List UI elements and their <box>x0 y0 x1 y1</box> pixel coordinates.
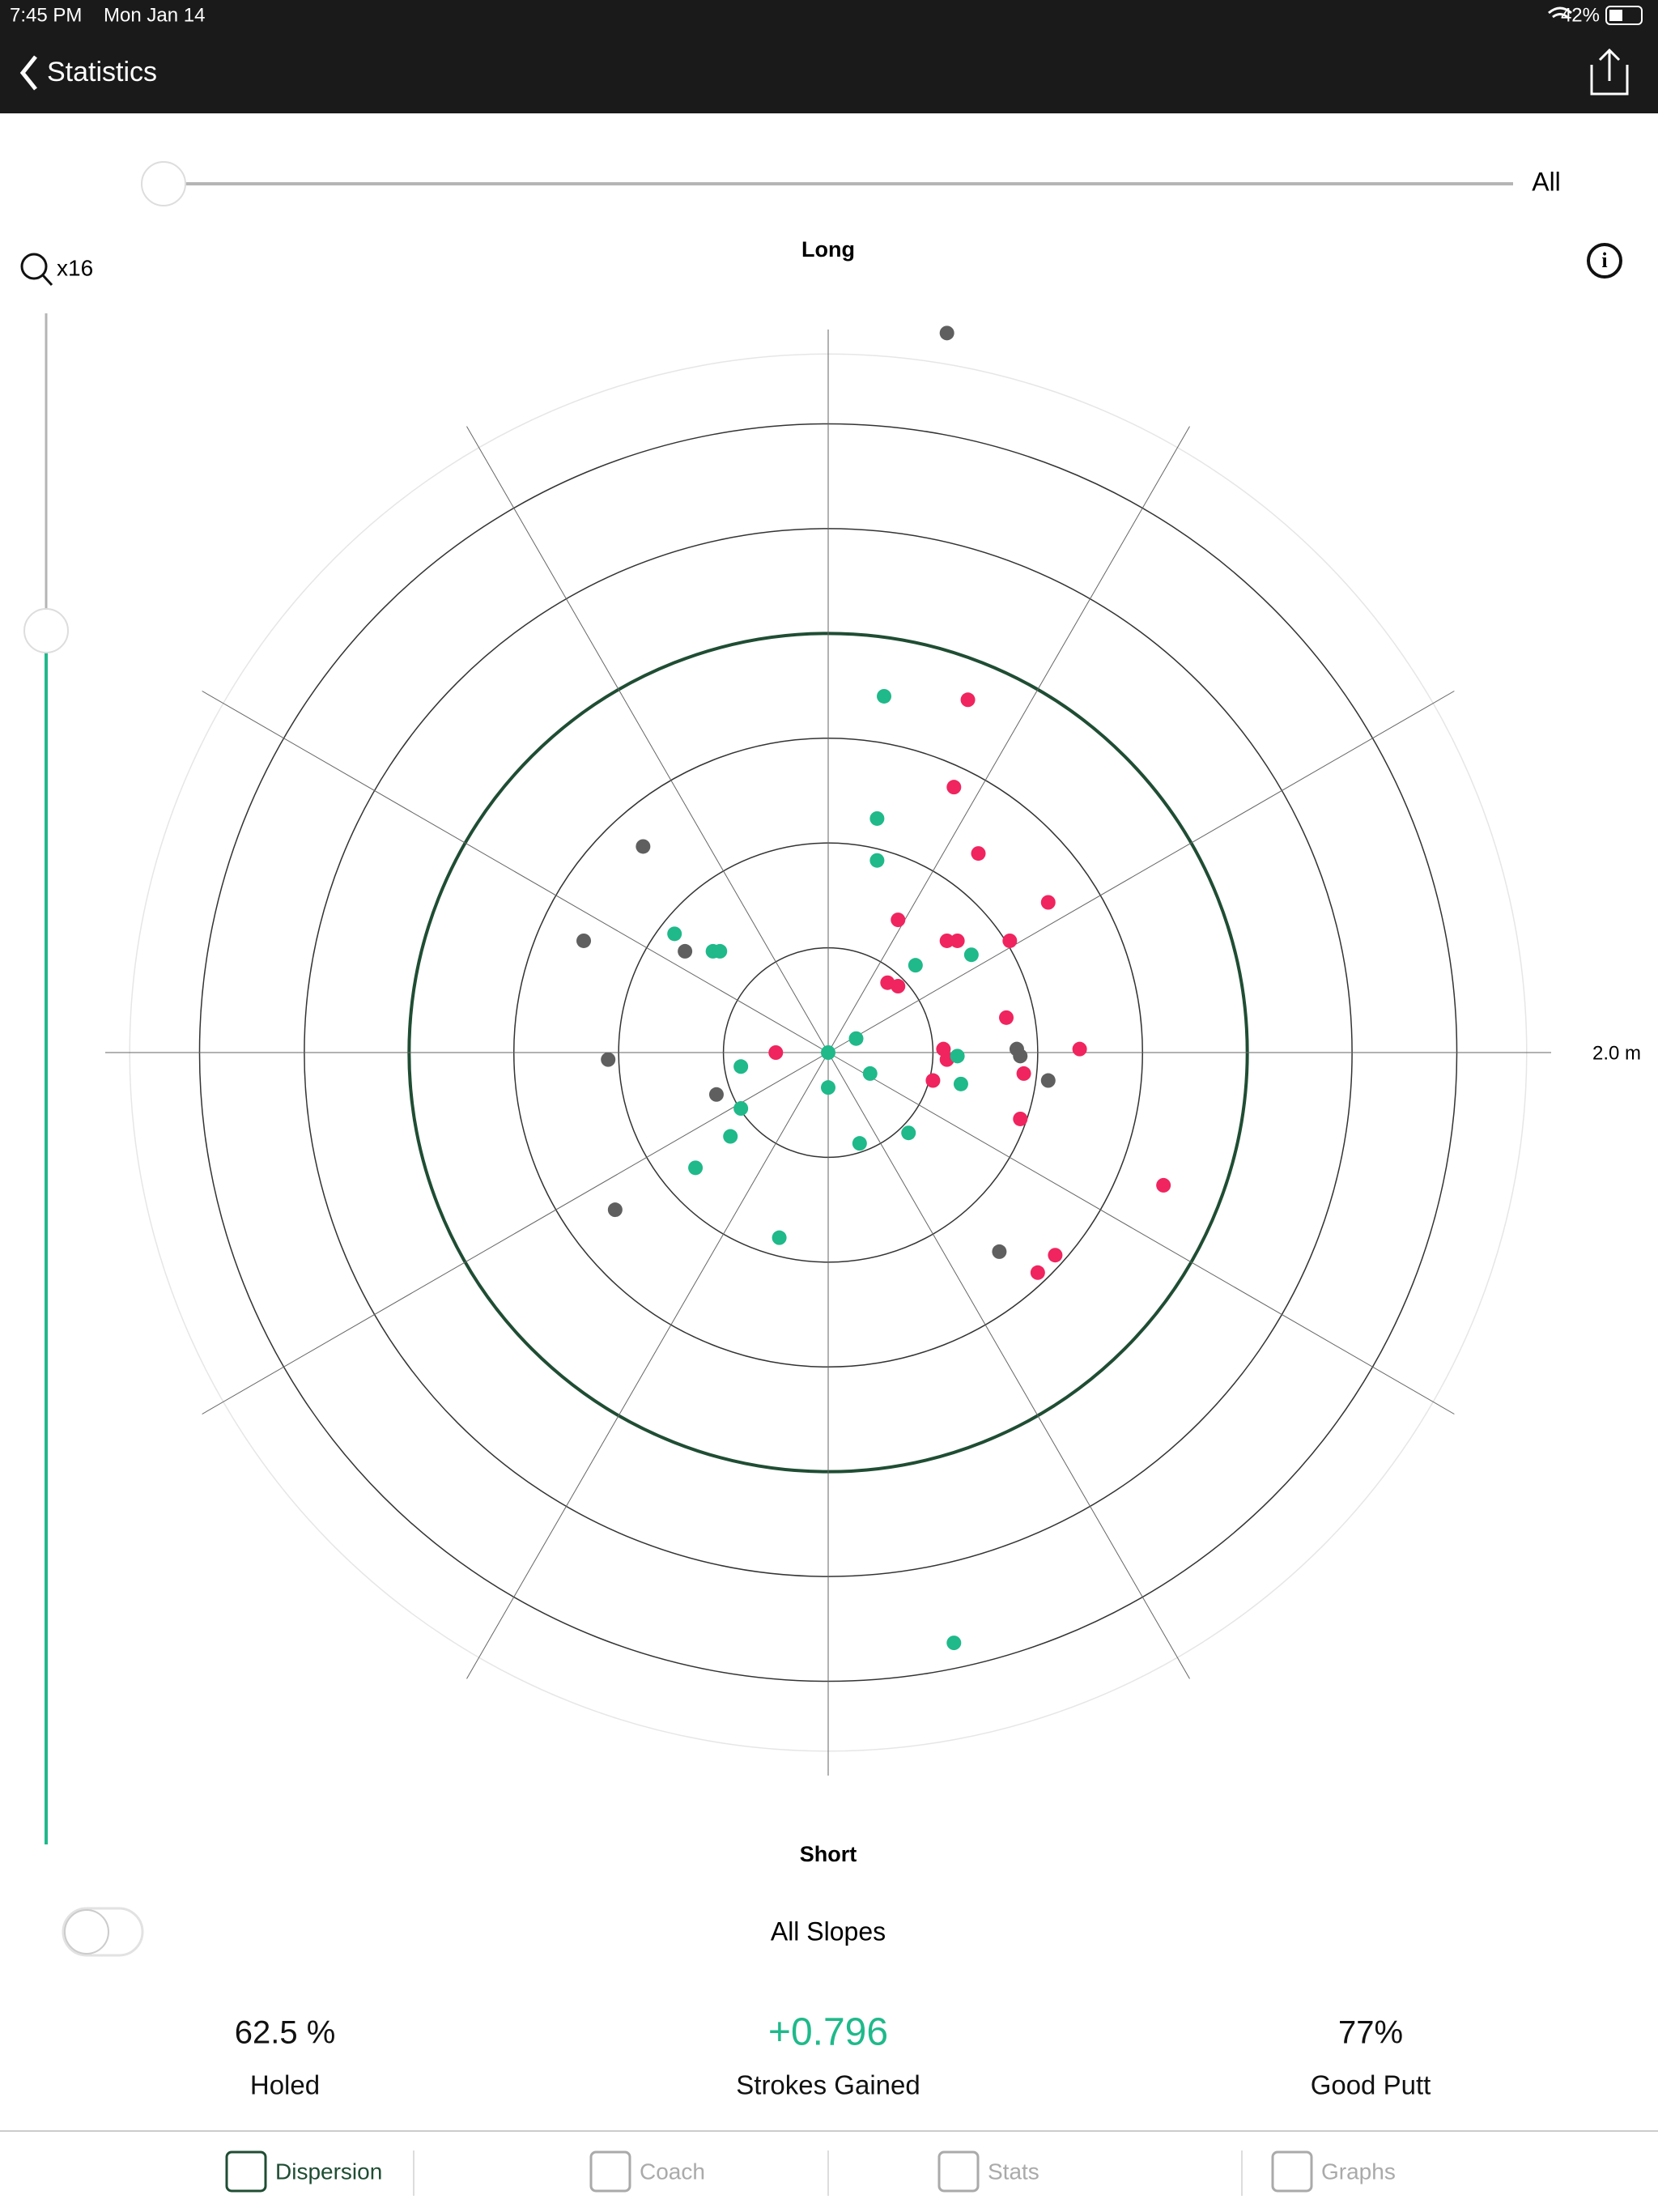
putt-point <box>960 692 976 708</box>
filter-label: All <box>1532 167 1561 196</box>
putt-point <box>891 912 906 928</box>
putt-point <box>601 1052 616 1067</box>
putt-point <box>992 1244 1007 1259</box>
putt-point <box>607 1202 623 1218</box>
putt-point <box>908 958 923 973</box>
zoom-icon-handle <box>41 274 53 287</box>
info-glyph: i <box>1601 249 1607 272</box>
tab[interactable]: Dispersion <box>275 2159 382 2184</box>
putt-point <box>925 1073 941 1088</box>
putt-point <box>576 933 592 948</box>
putt-point <box>869 810 885 826</box>
short-label: Short <box>800 1842 857 1866</box>
spoke <box>466 426 829 1053</box>
putt-point <box>678 943 693 959</box>
putt-point <box>733 1101 749 1117</box>
putt-point <box>946 1636 962 1651</box>
putt-point <box>688 1160 704 1176</box>
stat-value: +0.796 <box>768 2011 888 2054</box>
tab-icon[interactable] <box>937 2150 980 2193</box>
putt-point <box>869 853 885 868</box>
back-icon[interactable] <box>19 55 37 91</box>
putt-point <box>821 1045 835 1060</box>
putt-point <box>848 1031 864 1046</box>
battery-level <box>1609 10 1622 21</box>
tab-icon[interactable] <box>1271 2150 1313 2193</box>
zoom-icon <box>20 253 48 280</box>
zoom-knob[interactable] <box>23 608 69 653</box>
spoke <box>827 1052 1455 1414</box>
wifi-icon <box>1548 6 1572 19</box>
nav-bar <box>0 0 1658 113</box>
putt-point <box>1040 895 1056 910</box>
putt-point <box>1002 933 1018 948</box>
putt-point <box>1048 1248 1063 1263</box>
spoke <box>827 426 1190 1053</box>
putt-point <box>971 846 986 861</box>
putt-point <box>939 325 954 341</box>
putt-point <box>877 688 892 704</box>
spoke <box>827 1052 1190 1679</box>
putt-point <box>821 1080 835 1095</box>
spoke <box>202 691 829 1053</box>
putt-point <box>939 933 954 948</box>
spoke <box>466 1052 829 1679</box>
tab[interactable]: Graphs <box>1321 2159 1396 2184</box>
putt-point <box>963 947 979 963</box>
range-label: 2.0 m <box>1592 1042 1641 1064</box>
stat-label: Good Putt <box>1311 2070 1431 2100</box>
putt-point <box>862 1066 878 1081</box>
zoom-label: x16 <box>57 255 93 280</box>
stats: 62.5 % Holed +0.796 Strokes Gained 77% Good P… <box>235 2011 1431 2100</box>
putt-point <box>1013 1111 1028 1126</box>
putt-point <box>852 1136 867 1151</box>
long-label: Long <box>801 237 855 262</box>
slope-label: All Slopes <box>771 1916 886 1946</box>
battery-text: 42% <box>1561 4 1600 26</box>
spoke <box>202 1052 829 1414</box>
putt-point <box>1013 1049 1028 1064</box>
putt-point <box>1030 1265 1045 1280</box>
putt-point <box>768 1045 784 1060</box>
putt-point <box>950 1049 965 1064</box>
putt-point <box>708 1087 724 1102</box>
putt-point <box>636 839 651 854</box>
putt-point <box>667 926 682 942</box>
putt-point <box>1156 1177 1171 1193</box>
putt-point <box>1040 1073 1056 1088</box>
putt-point <box>733 1059 749 1074</box>
share-button[interactable] <box>1590 48 1629 96</box>
stat-value: 77% <box>1338 2015 1403 2051</box>
tab-bar: Dispersion Coach Stats Graphs <box>225 2150 1396 2196</box>
putt-point <box>712 943 728 959</box>
putt-point <box>999 1010 1014 1025</box>
tab-icon[interactable] <box>225 2150 267 2193</box>
status-time: 7:45 PM <box>10 4 82 26</box>
putt-point <box>1072 1041 1087 1057</box>
status-date: Mon Jan 14 <box>104 4 205 26</box>
stat-value: 62.5 % <box>235 2015 336 2051</box>
back-button[interactable]: Statistics <box>47 57 157 87</box>
putt-point <box>950 933 965 948</box>
stat-label: Strokes Gained <box>736 2070 920 2100</box>
putt-point <box>891 979 906 994</box>
tab[interactable]: Coach <box>640 2159 705 2184</box>
tab[interactable]: Stats <box>988 2159 1039 2184</box>
putt-point <box>1016 1066 1031 1081</box>
putt-point <box>772 1230 787 1245</box>
info-button[interactable] <box>1587 243 1622 279</box>
tab-icon[interactable] <box>589 2150 631 2193</box>
putt-point <box>953 1076 968 1091</box>
slope-toggle-knob <box>64 1909 109 1955</box>
filter-slider-knob[interactable] <box>141 161 186 206</box>
putt-point <box>946 780 962 795</box>
putt-point <box>723 1129 738 1144</box>
stat-label: Holed <box>250 2070 320 2100</box>
battery-icon <box>1605 6 1643 25</box>
dispersion-chart: 2.0 m Long Short <box>105 237 1641 1866</box>
spoke <box>827 691 1455 1053</box>
putt-point <box>901 1125 916 1141</box>
